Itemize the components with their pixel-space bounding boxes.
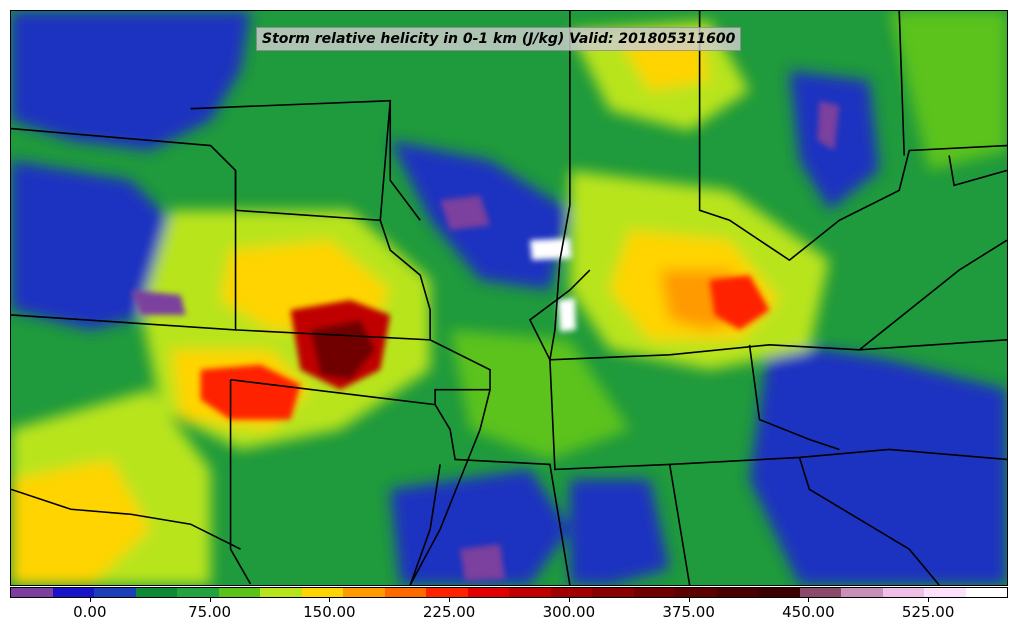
colorbar-tick-label: 0.00 xyxy=(73,603,107,621)
colorbar-tick-mark xyxy=(329,598,331,602)
colorbar-segment xyxy=(716,588,758,597)
colorbar-tick-mark xyxy=(928,598,930,602)
colorbar-segment xyxy=(841,588,883,597)
colorbar-tick-label: 450.00 xyxy=(782,603,835,621)
colorbar-tick-label: 150.00 xyxy=(303,603,356,621)
colorbar-segment xyxy=(467,588,509,597)
state-boundaries xyxy=(11,11,1007,585)
colorbar-segment xyxy=(550,588,592,597)
colorbar-tick-label: 225.00 xyxy=(422,603,476,621)
helicity-field xyxy=(11,11,1007,585)
colorbar-segment xyxy=(11,588,53,597)
colorbar-tick-mark xyxy=(89,598,91,602)
colorbar-tick-label: 375.00 xyxy=(662,603,715,621)
colorbar-segment xyxy=(924,588,966,597)
colorbar-segment xyxy=(52,588,94,597)
colorbar-tick-label: 300.00 xyxy=(542,603,596,621)
colorbar-tick-mark xyxy=(449,598,451,602)
colorbar-segment xyxy=(799,588,841,597)
colorbar-segment xyxy=(426,588,468,597)
colorbar-segment xyxy=(94,588,136,597)
colorbar-segment xyxy=(675,588,717,597)
colorbar-tick-mark xyxy=(209,598,211,602)
colorbar-segment xyxy=(301,588,343,597)
helicity-map: Storm relative helicity in 0-1 km (J/kg)… xyxy=(10,10,1008,586)
colorbar-segment xyxy=(633,588,675,597)
map-title: Storm relative helicity in 0-1 km (J/kg)… xyxy=(256,27,742,51)
colorbar-segment xyxy=(592,588,634,597)
colorbar-tick-mark xyxy=(808,598,810,602)
colorbar-segment xyxy=(384,588,426,597)
colorbar-segment xyxy=(260,588,302,597)
colorbar-tick-mark xyxy=(568,598,570,602)
colorbar-segment xyxy=(135,588,177,597)
colorbar-tick-mark xyxy=(688,598,690,602)
colorbar-segment xyxy=(343,588,385,597)
colorbar-tick-label: 75.00 xyxy=(188,603,232,621)
colorbar-segment xyxy=(758,588,800,597)
colorbar-segment xyxy=(965,588,1007,597)
colorbar-segment xyxy=(882,588,924,597)
colorbar-segment xyxy=(177,588,219,597)
colorbar-tick-label: 525.00 xyxy=(901,603,955,621)
colorbar-ticks: 0.00 75.00 150.00 225.00 300.00 375.00 450.00 5… xyxy=(10,598,1008,633)
colorbar-segment xyxy=(218,588,260,597)
colorbar-segment xyxy=(509,588,551,597)
colorbar xyxy=(10,587,1008,598)
